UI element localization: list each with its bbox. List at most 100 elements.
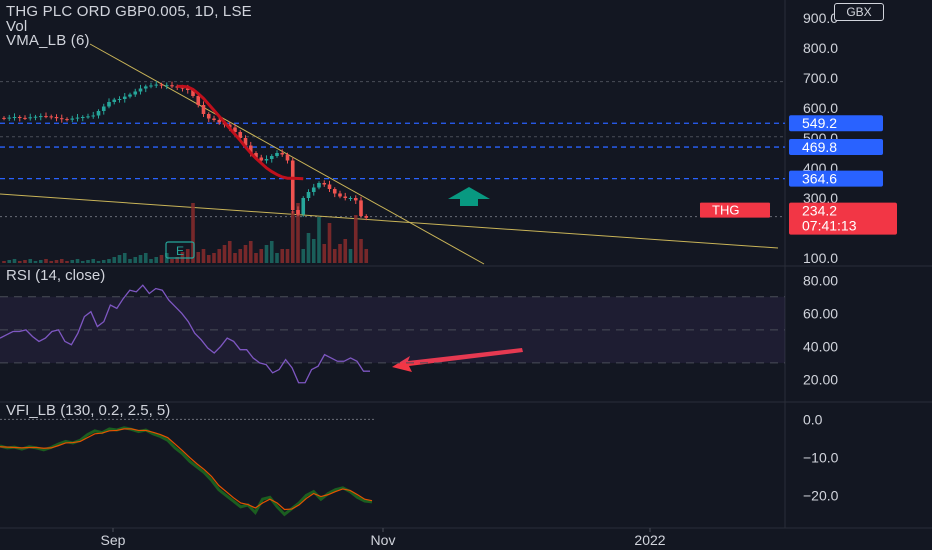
volume-bar-66 bbox=[348, 249, 353, 263]
volume-bar-68 bbox=[359, 239, 363, 263]
volume-bar-29 bbox=[154, 257, 159, 263]
price-tick-7: 100.0 bbox=[803, 250, 838, 266]
candle-body-24 bbox=[128, 94, 132, 97]
candle-body-64 bbox=[338, 193, 342, 197]
candle-body-16 bbox=[86, 116, 90, 118]
volume-bar-39 bbox=[206, 255, 211, 263]
rsi-tick-3: 20.00 bbox=[803, 371, 838, 387]
volume-label: Vol bbox=[6, 18, 28, 35]
candle-body-20 bbox=[107, 102, 111, 107]
rsi-pane[interactable]: 80.00 60.00 40.00 20.00 bbox=[0, 272, 838, 387]
candle-body-34 bbox=[180, 87, 185, 89]
volume-bar-17 bbox=[91, 259, 96, 263]
vfi-tick-0: 0.0 bbox=[803, 411, 823, 427]
time-label-2: 2022 bbox=[634, 532, 665, 548]
candle-body-25 bbox=[133, 91, 138, 95]
volume-bar-18 bbox=[96, 261, 101, 263]
candle-body-22 bbox=[117, 99, 122, 100]
volume-bar-61 bbox=[322, 244, 327, 263]
symbol-badge bbox=[700, 202, 770, 218]
countdown-label: 07:41:13 bbox=[802, 218, 857, 234]
candle-body-23 bbox=[122, 96, 127, 99]
volume-bar-25 bbox=[133, 257, 138, 263]
candle-body-37 bbox=[196, 96, 201, 105]
candle-body-55 bbox=[290, 160, 295, 210]
rsi-title: RSI (14, close) bbox=[6, 267, 105, 284]
red-pointer-arrow[interactable] bbox=[392, 348, 523, 372]
price-grid bbox=[0, 81, 785, 218]
level-badges: 549.2 469.8 364.6 THG 234.207:41:13 bbox=[700, 115, 897, 235]
volume-bar-51 bbox=[269, 241, 274, 263]
volume-bar-15 bbox=[80, 261, 85, 263]
vfi-tick-1: −10.0 bbox=[803, 449, 839, 465]
price-tick-6: 300.0 bbox=[803, 190, 838, 206]
volume-bar-41 bbox=[217, 249, 222, 263]
volume-bar-69 bbox=[364, 249, 369, 263]
price-level-badge-label-0: 549.2 bbox=[802, 115, 837, 131]
volume-bar-30 bbox=[159, 255, 164, 263]
volume-bar-32 bbox=[170, 259, 174, 263]
volume-bar-37 bbox=[196, 252, 201, 263]
support-trendline bbox=[0, 193, 779, 249]
volume-bar-45 bbox=[238, 249, 243, 263]
volume-bar-58 bbox=[306, 233, 311, 263]
price-tick-1: 800.0 bbox=[803, 40, 838, 56]
vfi-main-line bbox=[0, 426, 373, 517]
volume-bar-14 bbox=[75, 259, 80, 263]
volume-bar-62 bbox=[327, 223, 332, 263]
candle-body-30 bbox=[159, 84, 164, 86]
candle-body-11 bbox=[59, 118, 64, 120]
volume-bar-28 bbox=[149, 259, 153, 263]
current-price-label: 234.2 bbox=[802, 203, 837, 219]
volume-bar-10 bbox=[54, 260, 59, 263]
volume-bar-11 bbox=[59, 259, 64, 263]
volume-bar-22 bbox=[117, 255, 122, 263]
volume-bar-40 bbox=[212, 253, 216, 263]
candle-body-41 bbox=[217, 120, 222, 123]
volume-bar-38 bbox=[201, 249, 206, 263]
vfi-title: VFI_LB (130, 0.2, 2.5, 5) bbox=[6, 402, 170, 419]
symbol-title[interactable]: THG PLC ORD GBP0.005, 1D, LSE bbox=[6, 3, 252, 20]
volume-bars: E bbox=[2, 203, 369, 263]
volume-bar-65 bbox=[343, 239, 348, 263]
volume-bar-6 bbox=[33, 261, 38, 263]
candle-body-39 bbox=[206, 114, 211, 119]
volume-bar-63 bbox=[332, 249, 337, 263]
candle-body-13 bbox=[70, 118, 75, 120]
candle-body-26 bbox=[138, 88, 143, 92]
candle-body-49 bbox=[259, 157, 264, 161]
vfi-tick-2: −20.0 bbox=[803, 487, 839, 503]
candle-body-31 bbox=[164, 85, 169, 87]
candle-body-66 bbox=[348, 198, 353, 199]
candle-body-53 bbox=[280, 153, 285, 155]
candle-body-18 bbox=[96, 111, 101, 116]
candle-body-17 bbox=[91, 115, 96, 117]
currency-button[interactable]: GBX bbox=[834, 3, 884, 21]
vfi-signal-line bbox=[0, 428, 373, 511]
candle-body-44 bbox=[233, 127, 237, 132]
current-price-badge bbox=[789, 202, 897, 235]
volume-bar-54 bbox=[285, 249, 290, 263]
vfi-pane[interactable]: 0.0 −10.0 −20.0 bbox=[0, 411, 839, 517]
green-up-arrow[interactable] bbox=[448, 187, 490, 206]
volume-bar-20 bbox=[107, 259, 111, 263]
volume-bar-0 bbox=[2, 261, 6, 263]
volume-bar-64 bbox=[338, 244, 342, 263]
earnings-marker-box bbox=[165, 241, 195, 259]
candle-body-58 bbox=[306, 192, 311, 198]
volume-bar-7 bbox=[38, 260, 43, 263]
volume-bar-21 bbox=[112, 257, 117, 263]
time-axis[interactable]: Sep Nov 2022 bbox=[101, 528, 666, 548]
annotations[interactable] bbox=[392, 187, 523, 372]
candle-body-51 bbox=[269, 156, 274, 159]
volume-bar-53 bbox=[280, 249, 285, 263]
candle-body-2 bbox=[12, 117, 17, 118]
price-tick-2: 700.0 bbox=[803, 70, 838, 86]
candle-body-69 bbox=[364, 216, 369, 218]
candle-body-12 bbox=[65, 119, 69, 121]
candle-body-14 bbox=[75, 117, 80, 119]
volume-bar-5 bbox=[28, 259, 33, 263]
candle-body-29 bbox=[154, 84, 159, 86]
candle-body-46 bbox=[243, 138, 248, 146]
